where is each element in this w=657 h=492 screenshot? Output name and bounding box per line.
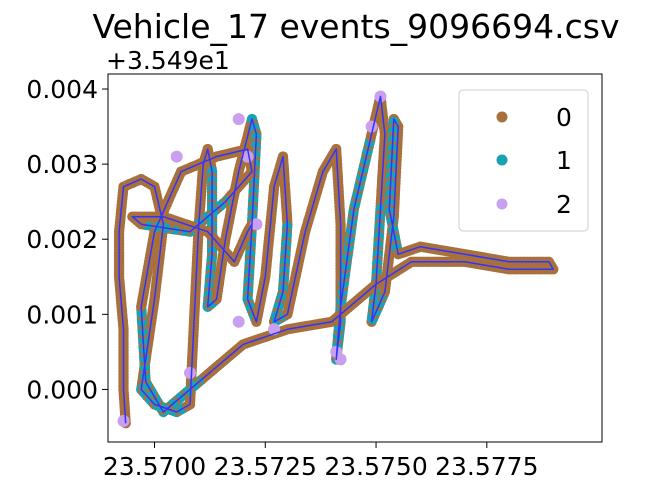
y-tick-label: 0.004 [26, 75, 98, 104]
point-label-2 [232, 315, 245, 328]
y-tick-label: 0.000 [26, 375, 98, 404]
line-layer [118, 95, 555, 424]
legend-label-2: 2 [556, 190, 572, 219]
x-axis: 23.5700 23.5725 23.5750 23.5775 [103, 442, 539, 481]
legend-marker-2 [496, 198, 508, 210]
legend: 0 1 2 [458, 89, 589, 232]
point-label-2 [241, 150, 254, 163]
legend-frame [458, 89, 589, 232]
y-tick-label: 0.002 [26, 225, 98, 254]
trajectory-line [118, 95, 555, 424]
chart-title: Vehicle_17 events_9096694.csv [92, 7, 619, 46]
plot-frame [107, 73, 603, 443]
legend-marker-0 [496, 111, 508, 123]
plot-area: 23.5700 23.5725 23.5750 23.5775 0.0000.0010… [26, 73, 603, 481]
point-label-2 [117, 415, 130, 427]
point-label-2 [184, 366, 196, 379]
y-tick-label: 0.003 [26, 150, 98, 179]
x-tick-label: 23.5750 [324, 452, 427, 481]
point-label-2 [170, 150, 183, 163]
x-tick-label: 23.5725 [214, 452, 317, 481]
legend-label-0: 0 [556, 103, 572, 132]
y-offset-label: +3.549e1 [106, 46, 230, 75]
legend-label-1: 1 [556, 146, 572, 175]
x-tick-label: 23.5700 [103, 452, 206, 481]
y-tick-label: 0.001 [26, 300, 98, 329]
legend-marker-1 [496, 154, 508, 166]
x-tick-label: 23.5775 [435, 452, 538, 481]
point-label-2 [250, 218, 263, 231]
y-axis: 0.000 0.001 0.002 0.003 0.004 [26, 75, 108, 404]
point-label-2 [232, 113, 245, 126]
point-label-2 [365, 120, 378, 133]
